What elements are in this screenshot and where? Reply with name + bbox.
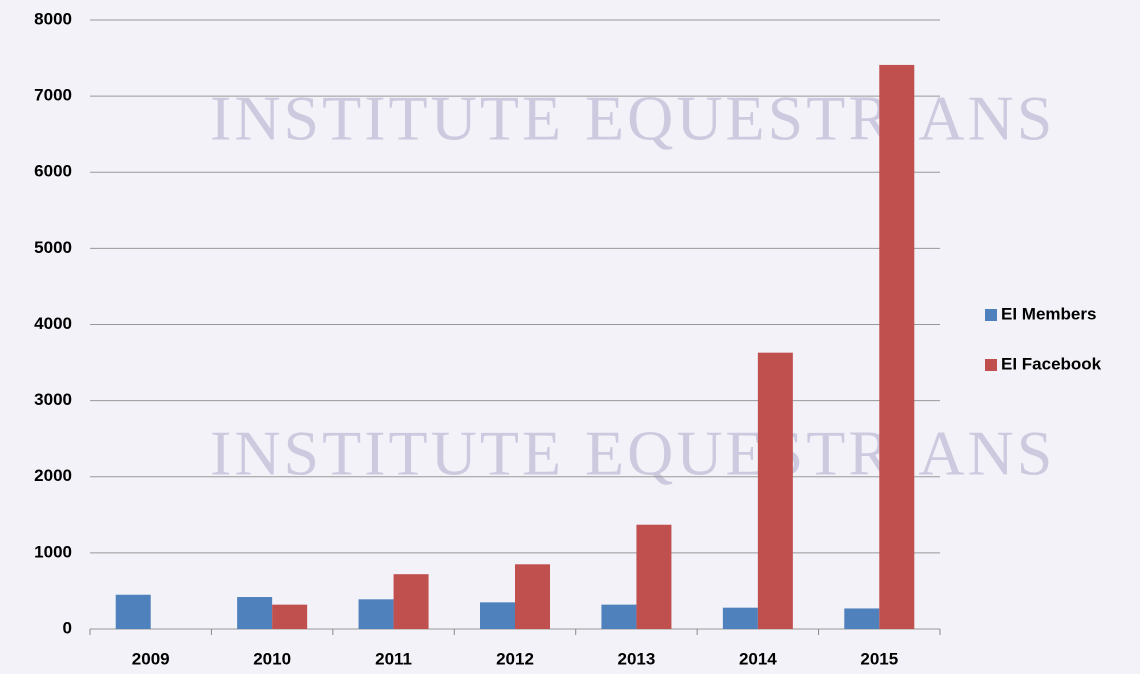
bar [359,599,394,629]
y-tick-label: 2000 [34,466,72,485]
y-tick-label: 0 [63,618,72,637]
y-tick-label: 6000 [34,162,72,181]
legend-swatch [985,359,997,371]
x-tick-label: 2011 [375,649,412,668]
chart: INSTITUTE EQUESTRIANS INSTITUTE EQUESTRIANS… [0,0,1140,674]
bar [272,605,307,629]
y-tick-label: 4000 [34,314,72,333]
x-tick-label: 2012 [496,649,534,668]
bar [394,574,429,629]
watermark-text: EQUESTRIANS [585,83,1055,154]
watermark-text: EQUESTRIANS [585,418,1055,489]
y-tick-label: 5000 [34,238,72,257]
y-tick-label: 1000 [34,542,72,561]
y-tick-label: 7000 [34,86,72,105]
x-tick-label: 2009 [132,649,170,668]
bar [601,605,636,629]
bar [723,608,758,629]
legend-label: EI Facebook [1001,354,1102,373]
bar [636,525,671,629]
y-tick-label: 3000 [34,390,72,409]
bar [844,608,879,629]
bar [237,597,272,629]
watermark-text: INSTITUTE [210,83,564,154]
bar [515,564,550,629]
bar [480,602,515,629]
x-tick-label: 2014 [739,649,777,668]
bar [758,353,793,629]
bar [116,595,151,629]
y-tick-label: 8000 [34,9,72,28]
legend-label: EI Members [1001,304,1096,323]
legend-swatch [985,309,997,321]
bar [879,65,914,629]
watermark-text: INSTITUTE [210,418,564,489]
x-tick-label: 2013 [618,649,656,668]
x-tick-label: 2015 [860,649,898,668]
x-tick-label: 2010 [253,649,291,668]
